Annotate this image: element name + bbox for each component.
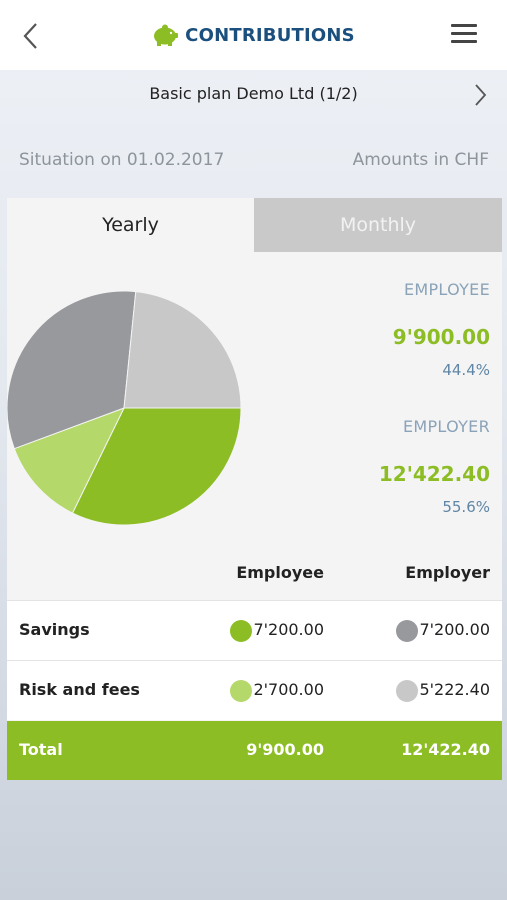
chevron-right-icon xyxy=(475,84,487,106)
tab-monthly[interactable]: Monthly xyxy=(254,198,502,252)
employee-amount-wrap: 9'900.00 xyxy=(393,325,490,349)
employee-risk-color-dot xyxy=(230,680,252,702)
column-header-employee: Employee xyxy=(236,563,324,582)
row-label: Risk and fees xyxy=(19,680,140,699)
top-bar: CONTRIBUTIONS xyxy=(0,0,507,70)
back-button[interactable] xyxy=(18,20,48,52)
next-plan-button[interactable] xyxy=(471,80,491,110)
employer-savings-color-dot xyxy=(396,620,418,642)
employer-summary: EMPLOYER xyxy=(403,417,490,436)
employee-percentage: 44.4% xyxy=(442,361,490,379)
pie-slice-employee-savings xyxy=(71,407,241,525)
contributions-pie-chart xyxy=(7,291,241,525)
employee-label: EMPLOYEE xyxy=(403,280,490,299)
employee-pct-wrap: 44.4% xyxy=(442,361,490,379)
column-header-employer: Employer xyxy=(405,563,490,582)
employee-summary: EMPLOYEE xyxy=(404,280,490,299)
page-title-group: CONTRIBUTIONS xyxy=(152,24,355,46)
employer-savings-value: 7'200.00 xyxy=(419,620,490,639)
tab-yearly[interactable]: Yearly xyxy=(7,198,254,252)
employer-risk-value: 5'222.40 xyxy=(419,680,490,699)
plan-selector: Basic plan Demo Ltd (1/2) xyxy=(0,70,507,120)
employee-risk-value: 2'700.00 xyxy=(253,680,324,699)
employee-amount: 9'900.00 xyxy=(392,325,490,349)
contributions-card: Yearly Monthly EMPLOYEE 9'900.00 44.4% E… xyxy=(7,198,502,780)
table-row-savings: Savings 7'200.00 7'200.00 xyxy=(7,600,502,660)
page-title: CONTRIBUTIONS xyxy=(185,24,355,46)
employee-savings-value: 7'200.00 xyxy=(253,620,324,639)
hamburger-menu-icon xyxy=(451,24,477,27)
plan-name: Basic plan Demo Ltd (1/2) xyxy=(149,84,358,103)
employer-percentage: 55.6% xyxy=(442,498,490,516)
employer-risk-color-dot xyxy=(396,680,418,702)
employer-amount: 12'422.40 xyxy=(378,462,490,486)
pie-slice-employer-risk xyxy=(123,291,241,409)
chevron-left-icon xyxy=(23,23,37,49)
pie-slice-employer-savings xyxy=(7,291,137,450)
piggy-bank-icon xyxy=(154,24,179,46)
employer-pct-wrap: 55.6% xyxy=(442,498,490,516)
row-label: Savings xyxy=(19,620,90,639)
total-employee-value: 9'900.00 xyxy=(246,740,324,759)
situation-date: Situation on 01.02.2017 xyxy=(19,150,225,170)
hamburger-line xyxy=(451,32,477,35)
employer-label: EMPLOYER xyxy=(402,417,490,436)
pie-slice-employee-risk xyxy=(13,407,126,514)
employer-amount-wrap: 12'422.40 xyxy=(379,462,490,486)
table-total-row: Total 9'900.00 12'422.40 xyxy=(7,721,502,780)
total-employer-value: 12'422.40 xyxy=(401,740,490,759)
total-label: Total xyxy=(19,740,63,759)
hamburger-line xyxy=(451,40,477,43)
employee-savings-color-dot xyxy=(230,620,252,642)
currency-note: Amounts in CHF xyxy=(352,150,489,170)
menu-button[interactable] xyxy=(451,24,477,46)
table-row-risk: Risk and fees 2'700.00 5'222.40 xyxy=(7,660,502,720)
